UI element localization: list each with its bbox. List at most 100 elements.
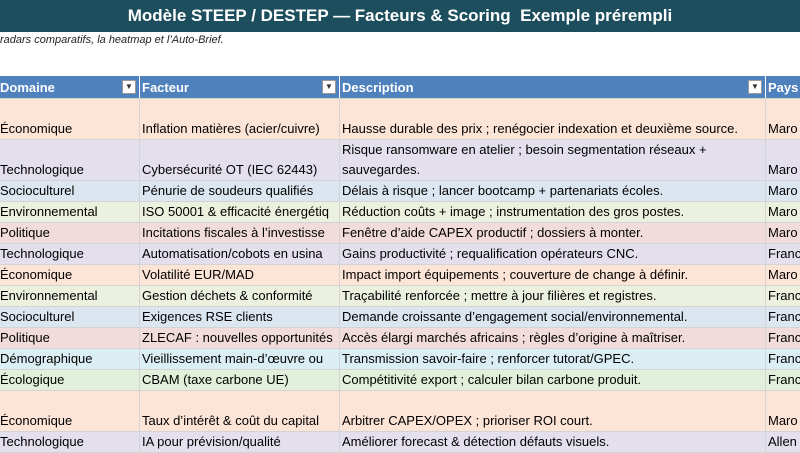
table-cell: Technologique: [0, 432, 140, 452]
cell-text: Gestion déchets & conformité: [142, 288, 313, 303]
column-header-text: Facteur: [142, 80, 189, 95]
cell-text: IA pour prévision/qualité: [142, 434, 281, 449]
table-cell: Vieillissement main-d’œuvre ou: [140, 349, 340, 369]
table-row: Technologique Cybersécurité OT (IEC 62443…: [0, 140, 800, 181]
cell-text: Économique: [0, 413, 73, 428]
table-row: Technologique IA pour prévision/qualité Am…: [0, 432, 800, 453]
cell-text: Franc: [768, 351, 800, 366]
table-row: Socioculturel Pénurie de soudeurs qualifi…: [0, 181, 800, 202]
table-cell: Fenêtre d’aide CAPEX productif ; dossier…: [340, 223, 766, 243]
table-cell: Demande croissante d’engagement social/e…: [340, 307, 766, 327]
table-cell: Franc: [766, 328, 800, 348]
column-header-text: Domaine: [0, 80, 55, 95]
cell-text: Volatilité EUR/MAD: [142, 267, 254, 282]
table-cell: Cybersécurité OT (IEC 62443): [140, 140, 340, 180]
cell-text: Hausse durable des prix ; renégocier ind…: [342, 121, 739, 136]
table-cell: Maro: [766, 140, 800, 180]
table-cell: Arbitrer CAPEX/OPEX ; prioriser ROI cour…: [340, 391, 766, 431]
cell-text: Compétitivité export ; calculer bilan ca…: [342, 372, 642, 387]
table-cell: ZLECAF : nouvelles opportunités: [140, 328, 340, 348]
cell-text: Économique: [0, 121, 73, 136]
table-cell: Délais à risque ; lancer bootcamp + part…: [340, 181, 766, 201]
cell-text: Délais à risque ; lancer bootcamp + part…: [342, 183, 664, 198]
table-cell: Franc: [766, 349, 800, 369]
cell-text: Environnemental: [0, 204, 98, 219]
table-row: Technologique Automatisation/cobots en us…: [0, 244, 800, 265]
cell-text: ISO 50001 & efficacité énergétiq: [142, 204, 329, 219]
column-header: Facteur ▼: [140, 76, 340, 98]
header-row: Domaine ▼ Facteur ▼ Description ▼ Pays: [0, 76, 800, 99]
cell-text: Inflation matières (acier/cuivre): [142, 121, 320, 136]
filter-button[interactable]: ▼: [322, 80, 336, 94]
table-cell: Démographique: [0, 349, 140, 369]
table-cell: Hausse durable des prix ; renégocier ind…: [340, 99, 766, 139]
table-cell: Transmission savoir-faire ; renforcer tu…: [340, 349, 766, 369]
cell-text: Améliorer forecast & détection défauts v…: [342, 434, 610, 449]
table-cell: Maro: [766, 99, 800, 139]
column-header: Domaine ▼: [0, 76, 140, 98]
table-row: Socioculturel Exigences RSE clients Demand…: [0, 307, 800, 328]
table-cell: Exigences RSE clients: [140, 307, 340, 327]
cell-text: Maro: [768, 204, 798, 219]
cell-text: Environnemental: [0, 288, 98, 303]
sheet-title: Modèle STEEP / DESTEP — Facteurs & Scori…: [0, 0, 800, 32]
table-cell: Technologique: [0, 140, 140, 180]
table-cell: Allen: [766, 432, 800, 452]
table-cell: Socioculturel: [0, 181, 140, 201]
table-cell: Traçabilité renforcée ; mettre à jour fi…: [340, 286, 766, 306]
cell-text: Franc: [768, 309, 800, 324]
cell-text: Socioculturel: [0, 183, 75, 198]
table-cell: Franc: [766, 370, 800, 390]
table-cell: Politique: [0, 223, 140, 243]
cell-text: Économique: [0, 267, 73, 282]
cell-text: Gains productivité ; requalification opé…: [342, 246, 639, 261]
table-cell: Maro: [766, 202, 800, 222]
table-cell: Incitations fiscales à l’investisse: [140, 223, 340, 243]
table-cell: Environnemental: [0, 202, 140, 222]
table-cell: Améliorer forecast & détection défauts v…: [340, 432, 766, 452]
table-cell: IA pour prévision/qualité: [140, 432, 340, 452]
cell-text: Automatisation/cobots en usina: [142, 246, 323, 261]
cell-text: Réduction coûts + image ; instrumentatio…: [342, 204, 685, 219]
table-cell: Maro: [766, 181, 800, 201]
cell-text: Écologique: [0, 372, 65, 387]
cell-text: Maro: [768, 121, 798, 136]
table-cell: Environnemental: [0, 286, 140, 306]
cell-text: Maro: [768, 413, 798, 428]
table-row: Démographique Vieillissement main-d’œuvre…: [0, 349, 800, 370]
table-cell: Risque ransomware en atelier ; besoin se…: [340, 140, 766, 180]
spreadsheet: Domaine ▼ Facteur ▼ Description ▼ Pays Économiq…: [0, 76, 800, 453]
cell-text: Politique: [0, 330, 50, 345]
cell-text: Taux d’intérêt & coût du capital: [142, 413, 320, 428]
table-cell: Réduction coûts + image ; instrumentatio…: [340, 202, 766, 222]
table-cell: Accès élargi marchés africains ; règles …: [340, 328, 766, 348]
column-header-text: Description: [342, 80, 414, 95]
table-row: Politique ZLECAF : nouvelles opportunités…: [0, 328, 800, 349]
cell-text: Allen: [768, 434, 797, 449]
cell-text: Exigences RSE clients: [142, 309, 273, 324]
table-cell: CBAM (taxe carbone UE): [140, 370, 340, 390]
table-row: Environnemental ISO 50001 & efficacité én…: [0, 202, 800, 223]
filter-button[interactable]: ▼: [748, 80, 762, 94]
column-header-text: Pays: [768, 80, 799, 95]
table-cell: Franc: [766, 307, 800, 327]
cell-text: Franc: [768, 246, 800, 261]
column-header: Description ▼: [340, 76, 766, 98]
cell-text: Socioculturel: [0, 309, 75, 324]
table-row: Écologique CBAM (taxe carbone UE) Compétit…: [0, 370, 800, 391]
table-cell: Technologique: [0, 244, 140, 264]
table-cell: Économique: [0, 265, 140, 285]
cell-text: Démographique: [0, 351, 93, 366]
cell-text: Franc: [768, 372, 800, 387]
cell-text: Politique: [0, 225, 50, 240]
filter-button[interactable]: ▼: [122, 80, 136, 94]
table-cell: Gains productivité ; requalification opé…: [340, 244, 766, 264]
table-row: Environnemental Gestion déchets & conform…: [0, 286, 800, 307]
table-cell: Économique: [0, 99, 140, 139]
table-cell: Inflation matières (acier/cuivre): [140, 99, 340, 139]
table-cell: Taux d’intérêt & coût du capital: [140, 391, 340, 431]
cell-text: CBAM (taxe carbone UE): [142, 372, 289, 387]
cell-text: Technologique: [0, 434, 84, 449]
cell-text: Maro: [768, 183, 798, 198]
table-cell: Maro: [766, 391, 800, 431]
